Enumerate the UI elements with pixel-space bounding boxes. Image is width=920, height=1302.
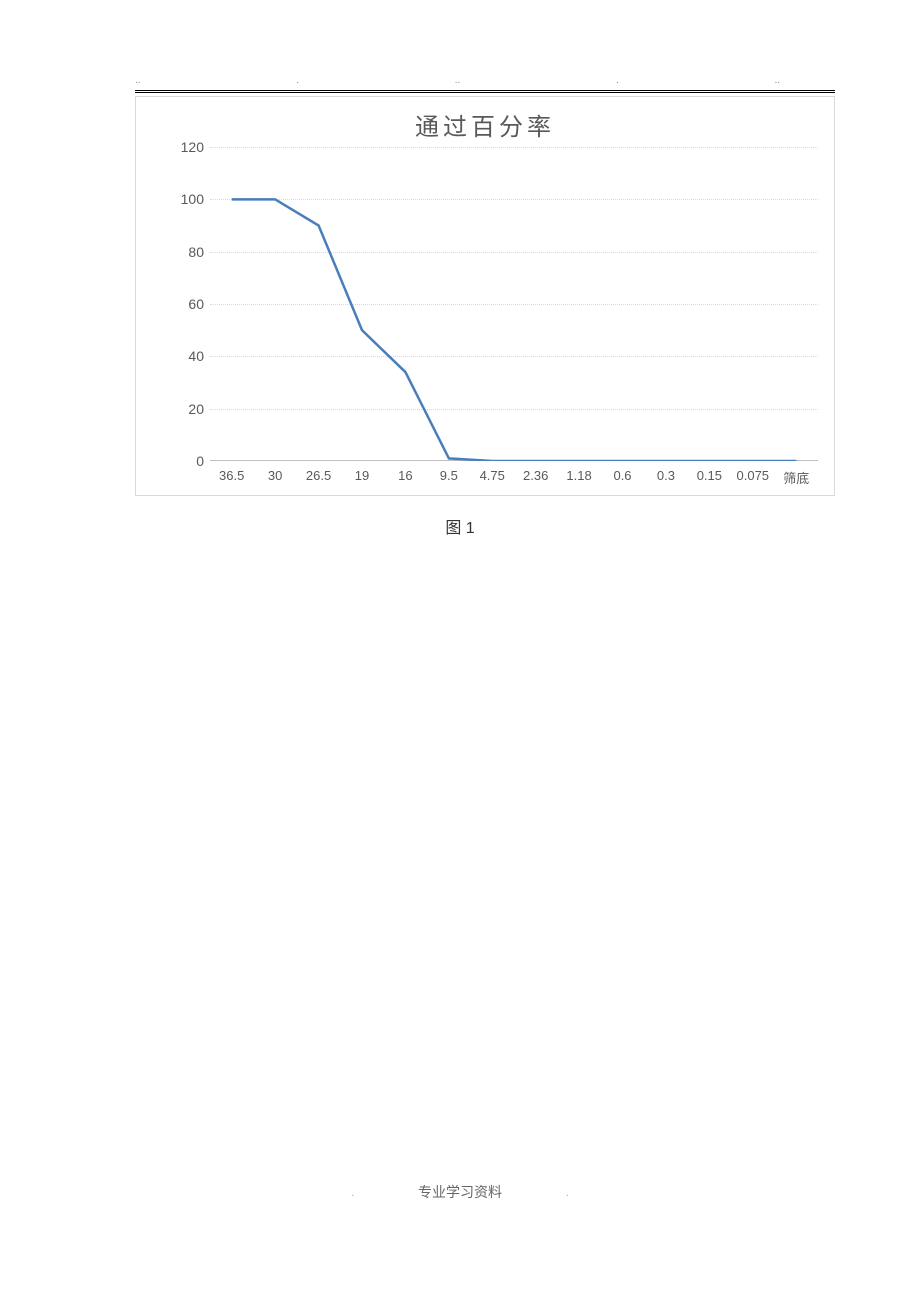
header-dot: . [616, 75, 619, 86]
y-axis-label: 100 [172, 191, 204, 207]
chart-series-line [232, 199, 797, 461]
footer-dot: . [566, 1188, 569, 1199]
header-rule [135, 90, 835, 93]
plot-wrap: 020406080100120 36.53026.519169.54.752.3… [176, 147, 818, 461]
footer-text: 专业学习资料 [418, 1184, 502, 1200]
x-axis-label: 9.5 [427, 468, 470, 487]
figure-caption: 图 1 [0, 514, 920, 538]
chart-title: 通过百分率 [136, 97, 834, 148]
y-axis-label: 60 [172, 296, 204, 312]
x-axis-label: 16 [384, 468, 427, 487]
x-axis-label: 0.15 [688, 468, 731, 487]
header-dot: . [296, 75, 299, 86]
chart-frame: 通过百分率 020406080100120 36.53026.519169.54… [135, 96, 835, 496]
x-axis-label: 0.075 [731, 468, 774, 487]
y-axis-label: 80 [172, 244, 204, 260]
header-dot: .. [455, 75, 461, 86]
x-axis-label: 1.18 [557, 468, 600, 487]
page-footer: . 专业学习资料 . [0, 1182, 920, 1202]
header-dot: .. [135, 75, 141, 86]
x-axis-label: 4.75 [471, 468, 514, 487]
x-axis-label: 0.6 [601, 468, 644, 487]
x-axis-label: 36.5 [210, 468, 253, 487]
x-axis-labels: 36.53026.519169.54.752.361.180.60.30.150… [210, 468, 818, 487]
header-dots: .. . .. . .. [135, 75, 780, 86]
y-axis-label: 120 [172, 139, 204, 155]
x-axis-label: 30 [253, 468, 296, 487]
x-axis-label: 2.36 [514, 468, 557, 487]
y-axis-label: 0 [172, 453, 204, 469]
plot-area: 020406080100120 [210, 147, 818, 461]
y-axis-label: 40 [172, 348, 204, 364]
x-axis-label: 0.3 [644, 468, 687, 487]
header-dot: .. [774, 75, 780, 86]
y-axis-label: 20 [172, 401, 204, 417]
x-axis-label: 筛底 [774, 468, 817, 487]
x-axis-label: 26.5 [297, 468, 340, 487]
footer-dot: . [351, 1188, 354, 1199]
x-axis-label: 19 [340, 468, 383, 487]
chart-line-svg [210, 147, 818, 461]
